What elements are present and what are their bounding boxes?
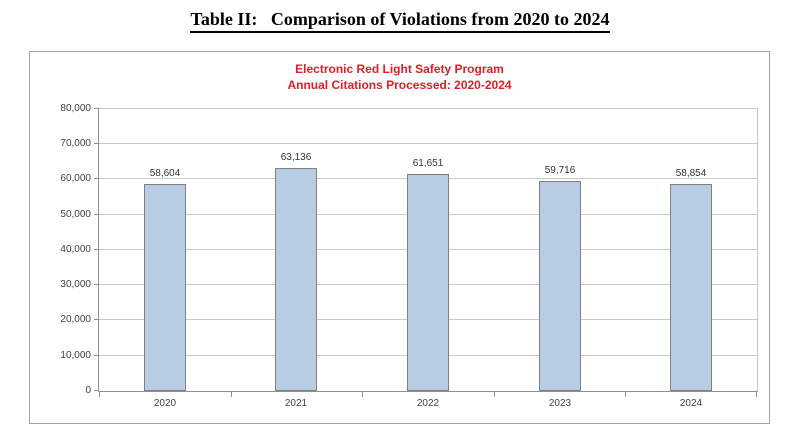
x-axis-label: 2020 [153, 398, 177, 409]
y-axis-tick [94, 249, 99, 250]
plot-area: 0 10,000 20,000 30,000 40,000 50,000 60,000 70,… [60, 103, 758, 409]
x-axis-label: 2022 [416, 398, 440, 409]
y-axis-tick [94, 214, 99, 215]
y-axis-label: 40,000 [60, 244, 91, 255]
x-axis-tick [625, 392, 626, 397]
bar [144, 184, 186, 391]
bar-value-label: 63,136 [280, 152, 312, 163]
y-axis-tick [94, 319, 99, 320]
page-title-text: Table II: Comparison of Violations from … [190, 9, 610, 33]
y-axis-tick [94, 143, 99, 144]
bar-value-label: 59,716 [544, 165, 576, 176]
bar [539, 181, 581, 391]
bar-value-label: 58,604 [149, 168, 181, 179]
y-axis-tick [94, 178, 99, 179]
chart-frame: Electronic Red Light Safety Program Annu… [29, 51, 770, 424]
y-axis-tick [94, 108, 99, 109]
y-axis-tick [94, 284, 99, 285]
x-axis-tick [362, 392, 363, 397]
x-axis-tick [756, 392, 757, 397]
y-axis-label: 0 [85, 385, 91, 396]
y-axis-label: 80,000 [60, 103, 91, 114]
y-axis-tick [94, 390, 99, 391]
bar [275, 168, 317, 391]
chart-title-line2: Annual Citations Processed: 2020-2024 [287, 78, 512, 92]
y-axis-label: 30,000 [60, 279, 91, 290]
page-title: Table II: Comparison of Violations from … [0, 9, 800, 33]
y-axis-label: 20,000 [60, 314, 91, 325]
y-axis-label: 50,000 [60, 209, 91, 220]
gridline [99, 143, 757, 144]
bar [670, 184, 712, 391]
x-axis-tick [99, 392, 100, 397]
y-axis-label: 70,000 [60, 138, 91, 149]
bar-value-label: 61,651 [412, 158, 444, 169]
x-axis-tick [494, 392, 495, 397]
bar [407, 174, 449, 391]
y-axis-label: 10,000 [60, 350, 91, 361]
y-axis-tick [94, 355, 99, 356]
y-axis-label: 60,000 [60, 173, 91, 184]
x-axis-label: 2023 [548, 398, 572, 409]
gridline [99, 108, 757, 109]
x-axis-label: 2021 [284, 398, 308, 409]
x-axis-tick [231, 392, 232, 397]
chart-title: Electronic Red Light Safety Program Annu… [30, 61, 769, 93]
bar-value-label: 58,854 [675, 168, 707, 179]
x-axis-label: 2024 [679, 398, 703, 409]
chart-title-line1: Electronic Red Light Safety Program [295, 62, 504, 76]
